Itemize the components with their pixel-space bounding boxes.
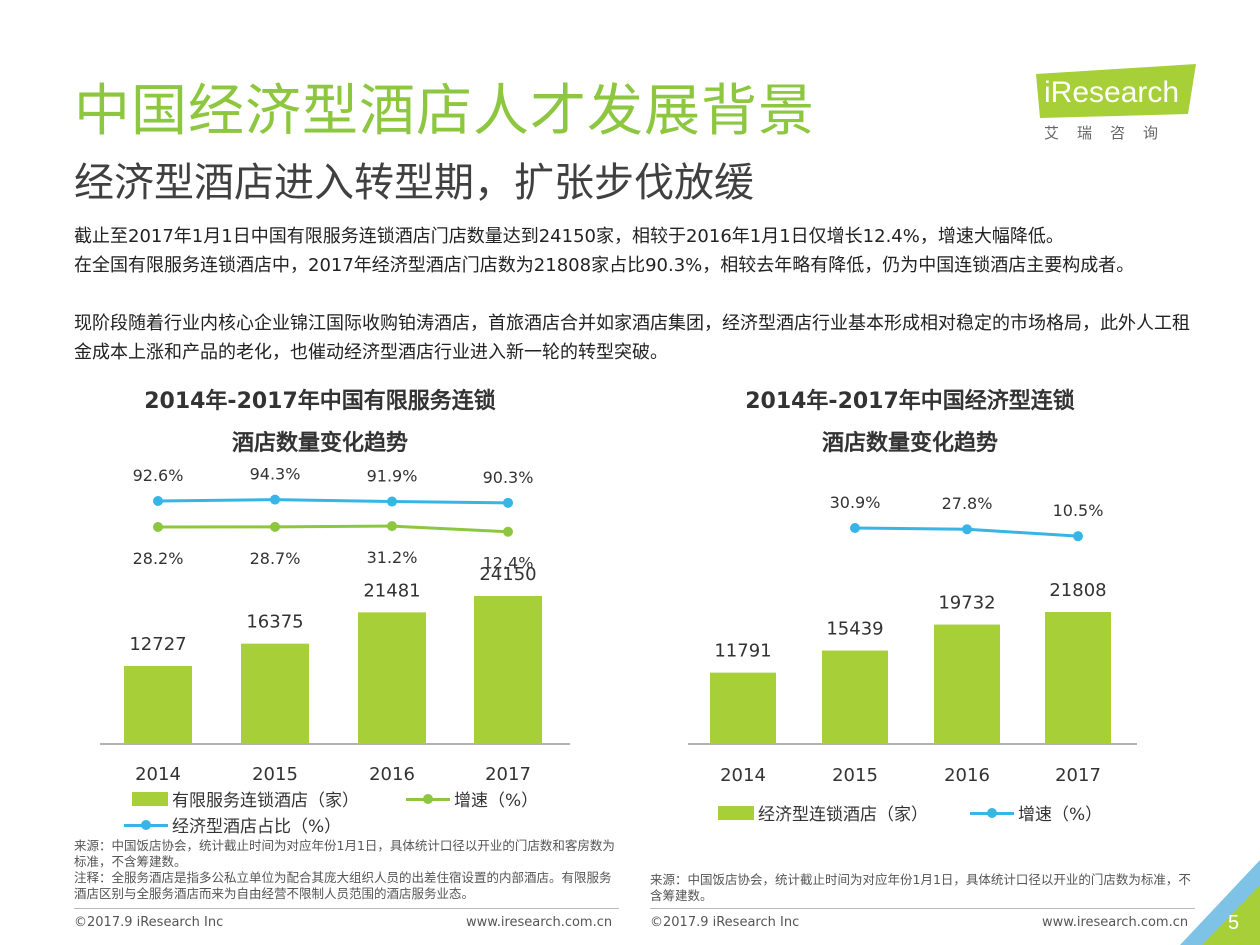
footer-copyright-left: ©2017.9 iResearch Inc: [74, 915, 224, 930]
iresearch-logo: iResearch 艾瑞咨询: [1036, 62, 1206, 152]
logo-banner-icon: [1036, 64, 1196, 118]
line-point: [387, 496, 397, 507]
x-tick-label: 2017: [1055, 765, 1101, 786]
right-legend-growth: 增速（%）: [970, 800, 1102, 825]
x-tick-label: 2017: [485, 764, 531, 785]
footer-divider-right: [650, 908, 1195, 909]
bar-2016: [934, 624, 1000, 744]
x-tick-label: 2015: [252, 764, 298, 785]
bar-data-label: 21481: [363, 580, 420, 601]
line-point: [962, 524, 972, 535]
line-data-label: 31.2%: [367, 548, 418, 567]
bar-2017: [1045, 612, 1111, 744]
left-chart-title-line1: 2014年-2017年中国有限服务连锁: [144, 389, 496, 414]
right-chart-title-line1: 2014年-2017年中国经济型连锁: [745, 389, 1075, 414]
line-point: [270, 521, 280, 532]
legend-label: 增速（%）: [454, 791, 539, 811]
summary-paragraph-1: 截止至2017年1月1日中国有限服务连锁酒店门店数量达到24150家，相较于20…: [74, 226, 1064, 247]
line-data-label: 28.7%: [250, 549, 301, 568]
right-chart-title-line2: 酒店数量变化趋势: [821, 431, 998, 456]
page-title: 中国经济型酒店人才发展背景: [74, 79, 815, 144]
x-tick-label: 2016: [944, 765, 990, 786]
footer-url-right: www.iresearch.com.cn: [1042, 915, 1189, 930]
left-legend-bar: 有限服务连锁酒店（家）: [132, 786, 359, 811]
legend-bar-swatch: [132, 791, 168, 806]
line-data-label: 27.8%: [942, 494, 993, 513]
page-number: 5: [1228, 912, 1240, 934]
legend-line-swatch: [406, 792, 450, 806]
line-data-label: 30.9%: [830, 493, 881, 512]
bar-2017: [474, 596, 542, 744]
x-tick-label: 2014: [135, 764, 181, 785]
bar-data-label: 16375: [246, 612, 303, 633]
bar-data-label: 19732: [938, 593, 995, 614]
page-subtitle: 经济型酒店进入转型期，扩张步伐放缓: [74, 160, 754, 206]
legend-line-swatch: [970, 806, 1014, 820]
line-point: [153, 522, 163, 532]
line-point: [503, 526, 513, 537]
bar-data-label: 12727: [129, 634, 186, 655]
footer-copyright-right: ©2017.9 iResearch Inc: [650, 915, 800, 930]
x-tick-label: 2015: [832, 765, 878, 786]
line-point: [270, 494, 280, 505]
line-point: [153, 496, 163, 506]
line-point: [503, 497, 513, 508]
logo-cn: 艾瑞咨询: [1044, 124, 1177, 142]
left-source-note: 来源：中国饭店协会，统计截止时间为对应年份1月1日，具体统计口径以开业的门店数和…: [74, 838, 615, 869]
series-line-2: [157, 524, 509, 534]
bar-2014: [124, 666, 192, 744]
left-legend-share: 经济型酒店占比（%）: [124, 812, 341, 837]
bar-data-label: 24150: [479, 564, 536, 585]
legend-label: 经济型酒店占比（%）: [172, 817, 342, 837]
line-data-label: 92.6%: [133, 466, 184, 485]
bar-data-label: 11791: [714, 641, 771, 662]
bar-2015: [241, 643, 309, 744]
logo-brand: iResearch: [1044, 76, 1180, 109]
line-data-label: 12.4%: [483, 554, 534, 573]
page-corner-icon: [1180, 860, 1260, 945]
summary-paragraph-3: 现阶段随着行业内核心企业锦江国际收购铂涛酒店，首旅酒店合并如家酒店集团，经济型酒…: [74, 313, 1190, 363]
line-point: [1073, 531, 1083, 542]
left-footnote: 注释：全服务酒店是指多公私立单位为配合其庞大组织人员的出差住宿设置的内部酒店。有…: [74, 870, 612, 901]
series-line-1: [157, 498, 509, 505]
right-legend-bar: 经济型连锁酒店（家）: [718, 800, 928, 825]
left-legend-growth: 增速（%）: [406, 786, 538, 811]
line-point: [850, 523, 860, 533]
legend-line-swatch: [124, 818, 168, 832]
bar-2014: [710, 672, 776, 744]
x-tick-label: 2014: [720, 765, 766, 786]
legend-label: 增速（%）: [1018, 805, 1103, 825]
summary-paragraph-2: 在全国有限服务连锁酒店中，2017年经济型酒店门店数为21808家占比90.3%…: [74, 255, 1135, 276]
line-data-label: 94.3%: [250, 465, 301, 484]
legend-label: 有限服务连锁酒店（家）: [172, 791, 359, 811]
x-tick-label: 2016: [369, 764, 415, 785]
bar-2016: [358, 612, 426, 744]
legend-label: 经济型连锁酒店（家）: [758, 805, 928, 825]
footer-divider-left: [74, 908, 619, 909]
line-data-label: 10.5%: [1053, 501, 1104, 520]
bar-2015: [822, 650, 888, 744]
line-point: [387, 521, 397, 532]
left-chart-title-line2: 酒店数量变化趋势: [231, 431, 408, 456]
legend-bar-swatch: [718, 805, 754, 820]
bar-data-label: 21808: [1049, 580, 1106, 601]
line-data-label: 28.2%: [133, 549, 184, 568]
right-source-note: 来源：中国饭店协会，统计截止时间为对应年份1月1日，具体统计口径以开业的门店数为…: [650, 872, 1191, 903]
footer-url-left: www.iresearch.com.cn: [466, 915, 613, 930]
bar-data-label: 15439: [826, 619, 883, 640]
line-data-label: 91.9%: [367, 467, 418, 486]
line-data-label: 90.3%: [483, 468, 534, 487]
